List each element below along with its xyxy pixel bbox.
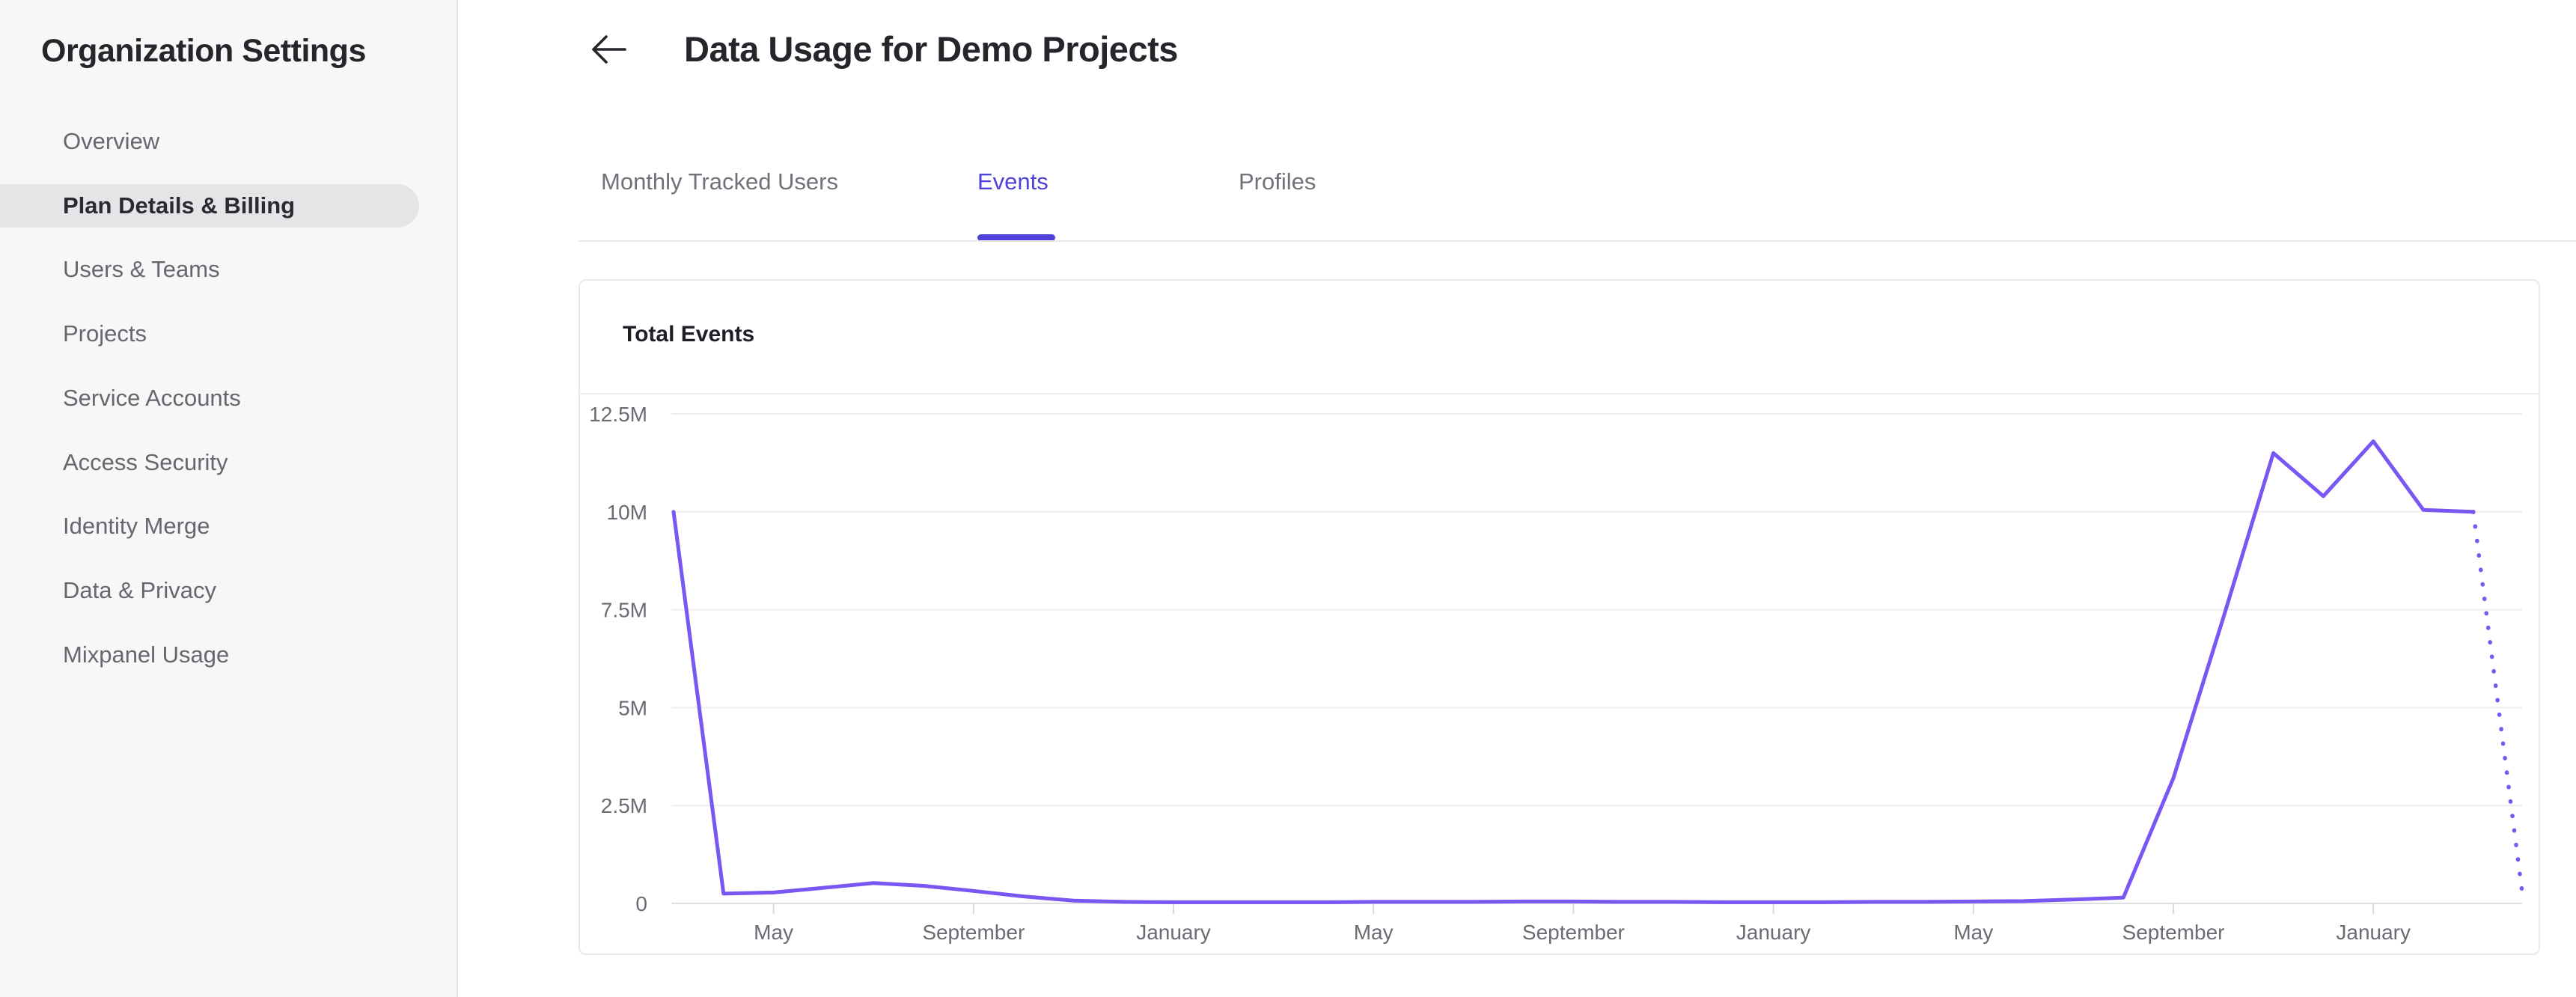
x-axis-label: September	[2122, 921, 2225, 944]
sidebar-item-service-accounts[interactable]: Service Accounts	[63, 385, 241, 411]
sidebar-item-mixpanel-usage[interactable]: Mixpanel Usage	[63, 641, 230, 668]
y-axis-label: 0	[635, 892, 647, 915]
projected-events-dotted-line	[2471, 510, 2524, 894]
sidebar-item-overview[interactable]: Overview	[63, 128, 160, 154]
y-axis-label: 7.5M	[601, 599, 647, 622]
total-events-line	[671, 439, 2476, 904]
selected-item-highlight	[0, 184, 419, 228]
y-axis-label: 5M	[618, 696, 647, 719]
sidebar-item-projects[interactable]: Projects	[63, 320, 147, 347]
x-axis-label: January	[1736, 921, 1811, 944]
back-button[interactable]	[588, 31, 630, 70]
x-axis-label: May	[754, 921, 793, 944]
sidebar-item-users-teams[interactable]: Users & Teams	[63, 256, 220, 282]
back-arrow-icon	[590, 33, 629, 70]
x-axis-label: January	[1136, 921, 1211, 944]
events-line-chart: 12.5M 10M 7.5M 5M 2.5M 0 May September January Ma…	[589, 403, 2524, 944]
y-axis-label: 12.5M	[589, 403, 647, 426]
chart-title: Total Events	[623, 322, 755, 347]
tab-profiles[interactable]: Profiles	[1239, 168, 1316, 195]
tab-monthly-tracked-users[interactable]: Monthly Tracked Users	[601, 168, 838, 195]
sidebar-item-identity-merge[interactable]: Identity Merge	[63, 513, 210, 539]
x-axis-label: September	[1522, 921, 1625, 944]
sidebar-item-data-privacy[interactable]: Data & Privacy	[63, 577, 217, 603]
chart-area: 12.5M 10M 7.5M 5M 2.5M 0 May September January Ma…	[580, 281, 2542, 957]
tab-events[interactable]: Events	[977, 168, 1049, 195]
x-axis-label: May	[1953, 921, 1993, 944]
total-events-card: Total Events 12.5M 10M 7.5M 5M 2.5M 0 May Septe…	[579, 279, 2540, 955]
sidebar-item-plan-details-billing[interactable]: Plan Details & Billing	[63, 192, 296, 219]
organization-settings-sidebar: Organization Settings Overview Plan Deta…	[0, 0, 458, 997]
active-tab-indicator	[977, 234, 1055, 241]
x-axis-label: January	[2336, 921, 2411, 944]
sidebar-title: Organization Settings	[41, 33, 366, 69]
page-title: Data Usage for Demo Projects	[684, 29, 1178, 69]
sidebar-item-access-security[interactable]: Access Security	[63, 449, 228, 475]
tabs-divider-line	[579, 240, 2576, 242]
y-axis-label: 10M	[607, 501, 647, 524]
x-axis-label: September	[922, 921, 1025, 944]
y-axis-label: 2.5M	[601, 794, 647, 817]
x-axis-label: May	[1354, 921, 1394, 944]
card-header-divider	[580, 393, 2539, 394]
